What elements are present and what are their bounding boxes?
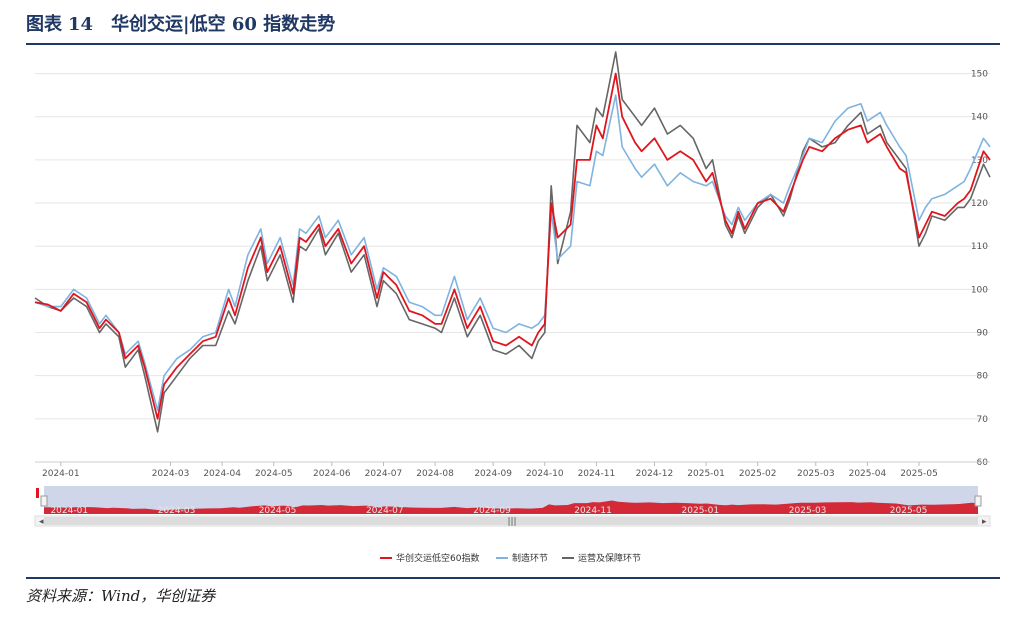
scroll-left-arrow[interactable]: ◂ (39, 517, 44, 527)
series-line-2 (34, 94, 991, 411)
navigator-label: 2025-03 (789, 506, 827, 516)
y-tick-label: 60 (977, 458, 989, 468)
y-tick-label: 140 (971, 113, 988, 123)
x-tick-label: 2024-09 (474, 469, 512, 479)
navigator-handle-right[interactable] (974, 495, 982, 507)
figure-title: 图表 14 华创交运|低空 60 指数走势 (26, 10, 335, 36)
x-tick-label: 2024-06 (313, 469, 351, 479)
x-tick-label: 2024-08 (416, 469, 454, 479)
x-tick-label: 2024-05 (255, 469, 293, 479)
series-line-1 (34, 72, 991, 420)
x-tick-label: 2025-04 (849, 469, 887, 479)
scrollbar-grip-icon[interactable]: ||| (507, 517, 516, 527)
navigator-area (44, 500, 978, 514)
x-tick-label: 2024-11 (578, 469, 616, 479)
y-tick-label: 100 (971, 285, 988, 295)
title-rule (26, 43, 1000, 45)
x-tick-label: 2024-10 (526, 469, 564, 479)
x-tick-label: 2025-02 (739, 469, 777, 479)
x-tick-label: 2025-03 (797, 469, 835, 479)
navigator-label: 2024-03 (158, 506, 196, 516)
scrollbar-thumb[interactable] (44, 517, 978, 525)
x-tick-label: 2024-04 (203, 469, 241, 479)
figure-title-text: 华创交运|低空 60 指数走势 (111, 14, 336, 35)
legend-label-2[interactable]: 制造环节 (512, 552, 548, 564)
y-tick-label: 70 (977, 415, 989, 425)
x-tick-label: 2024-03 (152, 469, 190, 479)
source-note: 资料来源：Wind，华创证券 (26, 587, 216, 605)
y-tick-label: 90 (977, 329, 989, 339)
navigator-label: 2025-05 (890, 506, 928, 516)
figure-title-prefix: 图表 (26, 14, 62, 35)
navigator-label: 2025-01 (682, 506, 720, 516)
navigator-handle-left[interactable] (40, 495, 48, 507)
y-tick-label: 150 (971, 70, 988, 80)
navigator-label: 2024-09 (473, 506, 511, 516)
y-tick-label: 110 (971, 242, 988, 252)
series-line-3 (34, 51, 991, 433)
scroll-right-arrow[interactable]: ▸ (982, 517, 987, 527)
legend-label-1[interactable]: 华创交运低空60指数 (396, 552, 479, 564)
navigator-label: 2024-05 (259, 506, 297, 516)
x-tick-label: 2024-12 (636, 469, 674, 479)
y-tick-label: 80 (977, 372, 989, 382)
x-tick-label: 2024-07 (365, 469, 403, 479)
x-tick-label: 2024-01 (42, 469, 80, 479)
navigator-label: 2024-01 (50, 506, 88, 516)
navigator-marker (36, 488, 39, 498)
navigator-label: 2024-07 (366, 506, 404, 516)
x-tick-label: 2025-05 (900, 469, 938, 479)
figure-title-number: 14 (68, 14, 94, 35)
legend-label-3[interactable]: 运营及保障环节 (578, 552, 641, 564)
y-tick-label: 120 (971, 199, 988, 209)
source-rule (26, 577, 1000, 579)
navigator-label: 2024-11 (574, 506, 612, 516)
x-tick-label: 2025-01 (687, 469, 725, 479)
